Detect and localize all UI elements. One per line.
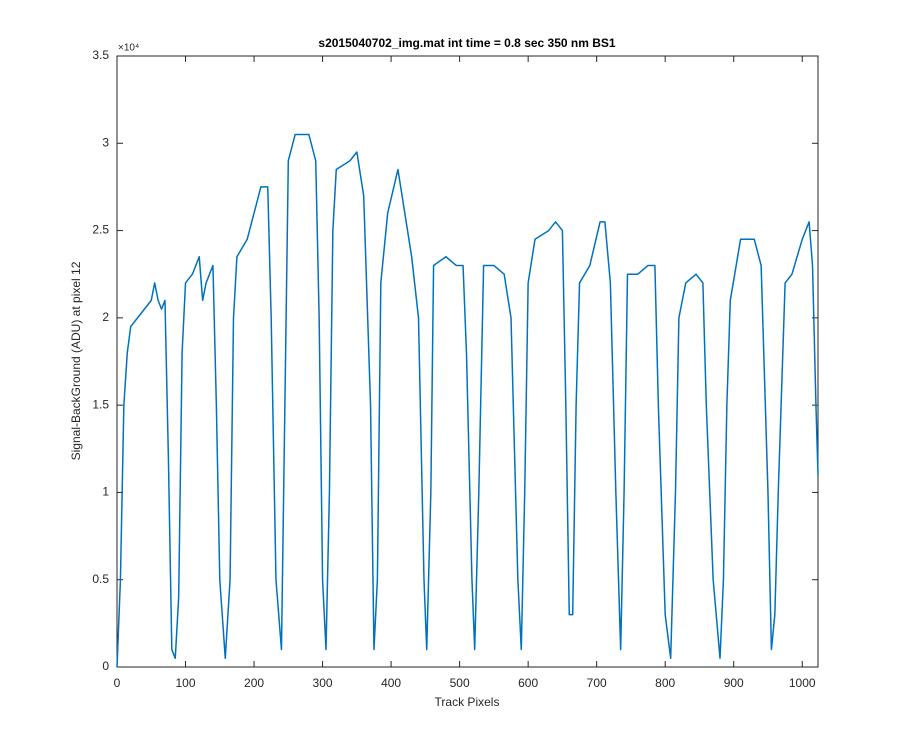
x-tick-label: 800	[655, 676, 675, 690]
x-tick-label: 0	[114, 676, 121, 690]
plot-area	[116, 55, 819, 668]
data-line	[116, 133, 819, 668]
y-tick-label: 1.5	[92, 397, 109, 411]
x-tick-label: 500	[450, 676, 470, 690]
y-tick-label: 0	[102, 659, 109, 673]
y-exponent: ×10⁴	[118, 43, 139, 54]
y-tick-label: 2	[102, 310, 109, 324]
y-tick-label: 3	[102, 135, 109, 149]
y-tick-label: 3.5	[92, 48, 109, 62]
x-tick-label: 700	[587, 676, 607, 690]
y-tick-label: 0.5	[92, 572, 109, 586]
x-tick-label: 900	[724, 676, 744, 690]
x-axis-label: Track Pixels	[435, 695, 500, 709]
x-tick-label: 600	[518, 676, 538, 690]
x-tick-label: 200	[244, 676, 264, 690]
x-tick-label: 400	[381, 676, 401, 690]
x-tick-label: 1000	[789, 676, 816, 690]
x-tick-label: 100	[176, 676, 196, 690]
y-tick-label: 2.5	[92, 223, 109, 237]
chart-title: s2015040702_img.mat int time = 0.8 sec 3…	[318, 36, 616, 50]
y-tick-label: 1	[102, 485, 109, 499]
x-tick-label: 300	[313, 676, 333, 690]
y-axis-label: Signal-BackGround (ADU) at pixel 12	[69, 261, 83, 460]
